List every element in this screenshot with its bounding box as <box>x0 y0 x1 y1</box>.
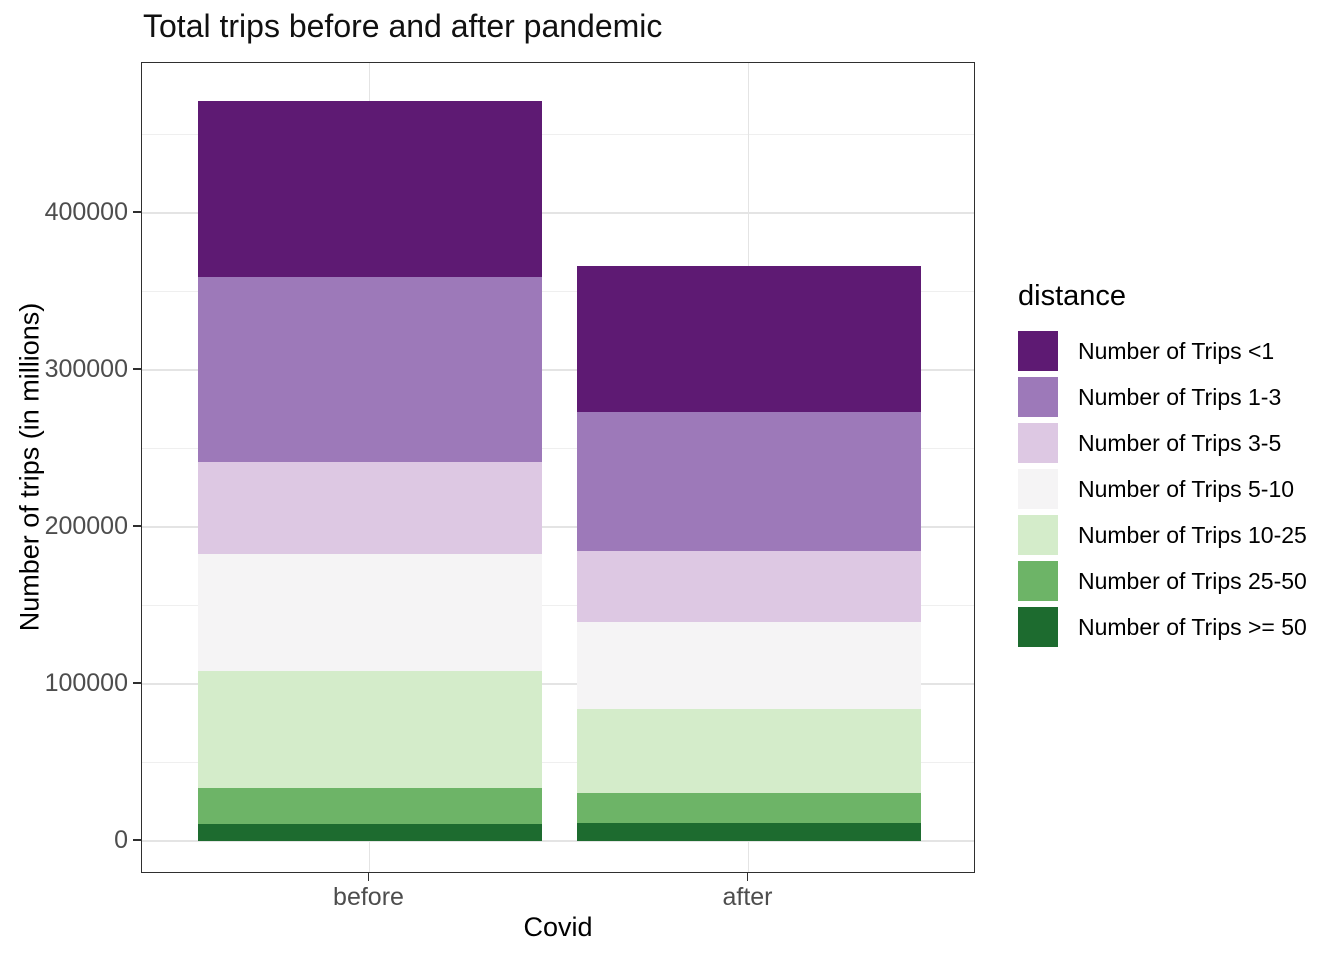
bar-segment <box>576 621 921 710</box>
legend-item-label: Number of Trips <1 <box>1078 338 1275 364</box>
bar-segment <box>576 793 921 823</box>
legend-items: Number of Trips <1 Number of Trips 1-3 Num… <box>1018 329 1344 650</box>
legend-item: Number of Trips 5-10 <box>1018 467 1344 512</box>
legend-item: Number of Trips >= 50 <box>1018 605 1344 650</box>
y-tick-label: 200000 <box>44 511 128 540</box>
y-tick-label: 100000 <box>44 668 128 697</box>
y-tick-label: 300000 <box>44 354 128 383</box>
y-tick-mark <box>133 525 141 527</box>
legend-swatch <box>1018 331 1058 371</box>
bar-segment <box>197 787 542 824</box>
legend-title: distance <box>1018 280 1127 312</box>
x-tick-mark <box>367 873 370 881</box>
y-tick-mark <box>133 211 141 213</box>
legend-item-label: Number of Trips 5-10 <box>1078 476 1295 502</box>
x-tick-label: before <box>333 883 404 911</box>
gridline-major-y <box>142 369 974 371</box>
y-tick-mark <box>133 839 141 841</box>
bar-segment <box>197 670 542 788</box>
bar-segment <box>576 822 921 841</box>
legend-item-label: Number of Trips >= 50 <box>1078 614 1307 640</box>
y-tick-label: 0 <box>114 825 128 854</box>
plot-panel <box>141 62 975 873</box>
legend: distance Number of Trips <1 Number of Tri… <box>1018 280 1344 651</box>
bar-segment <box>197 823 542 841</box>
bar-segment <box>197 554 542 671</box>
legend-item-label: Number of Trips 10-25 <box>1078 522 1307 548</box>
legend-swatch <box>1018 423 1058 463</box>
gridline-major-y <box>142 683 974 685</box>
bar-segment <box>197 100 542 277</box>
bar-segment <box>576 266 921 412</box>
legend-item: Number of Trips 1-3 <box>1018 375 1344 420</box>
x-tick-label: after <box>722 883 773 911</box>
gridline-minor-y <box>142 762 974 764</box>
bar-segment <box>197 276 542 462</box>
legend-item: Number of Trips <1 <box>1018 329 1344 374</box>
legend-item-label: Number of Trips 25-50 <box>1078 568 1307 594</box>
bar-segment <box>576 411 921 552</box>
legend-item: Number of Trips 25-50 <box>1018 559 1344 604</box>
gridline-major-y <box>142 840 974 842</box>
legend-item-label: Number of Trips 1-3 <box>1078 384 1282 410</box>
gridline-minor-y <box>142 605 974 607</box>
gridline-major-y <box>142 526 974 528</box>
x-tick-mark <box>746 873 749 881</box>
legend-item-label: Number of Trips 3-5 <box>1078 430 1282 456</box>
y-tick-mark <box>133 368 141 370</box>
gridline-major-y <box>142 212 974 214</box>
legend-swatch <box>1018 377 1058 417</box>
legend-swatch <box>1018 515 1058 555</box>
bar-segment <box>197 461 542 555</box>
legend-swatch <box>1018 561 1058 601</box>
legend-item: Number of Trips 10-25 <box>1018 513 1344 558</box>
legend-swatch <box>1018 469 1058 509</box>
bar-segment <box>576 709 921 794</box>
gridline-minor-y <box>142 448 974 450</box>
gridline-minor-y <box>142 291 974 293</box>
legend-swatch <box>1018 607 1058 647</box>
plot-title: Total trips before and after pandemic <box>143 8 663 44</box>
legend-item: Number of Trips 3-5 <box>1018 421 1344 466</box>
bar-segment <box>576 551 921 622</box>
x-axis-title: Covid <box>523 912 593 942</box>
y-axis-title: Number of trips (in millions) <box>14 302 45 632</box>
gridline-minor-y <box>142 134 974 136</box>
y-tick-label: 400000 <box>44 197 128 226</box>
y-tick-mark <box>133 682 141 684</box>
